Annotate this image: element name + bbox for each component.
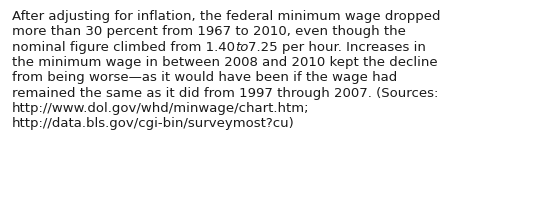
Text: more than 30 percent from 1967 to 2010, even though the: more than 30 percent from 1967 to 2010, … — [12, 25, 406, 38]
Text: remained the same as it did from 1997 through 2007. (Sources:: remained the same as it did from 1997 th… — [12, 87, 439, 100]
Text: the minimum wage in between 2008 and 2010 kept the decline: the minimum wage in between 2008 and 201… — [12, 56, 437, 69]
Text: 7.25 per hour. Increases in: 7.25 per hour. Increases in — [248, 41, 426, 54]
Text: http://www.dol.gov/whd/minwage/chart.htm;: http://www.dol.gov/whd/minwage/chart.htm… — [12, 102, 310, 115]
Text: from being worse—as it would have been if the wage had: from being worse—as it would have been i… — [12, 71, 397, 84]
Text: After adjusting for inflation, the federal minimum wage dropped: After adjusting for inflation, the feder… — [12, 10, 440, 23]
Text: http://data.bls.gov/cgi-bin/surveymost?cu): http://data.bls.gov/cgi-bin/surveymost?c… — [12, 117, 295, 130]
Text: nominal figure climbed from 1.40: nominal figure climbed from 1.40 — [12, 41, 235, 54]
Text: to: to — [235, 41, 248, 54]
